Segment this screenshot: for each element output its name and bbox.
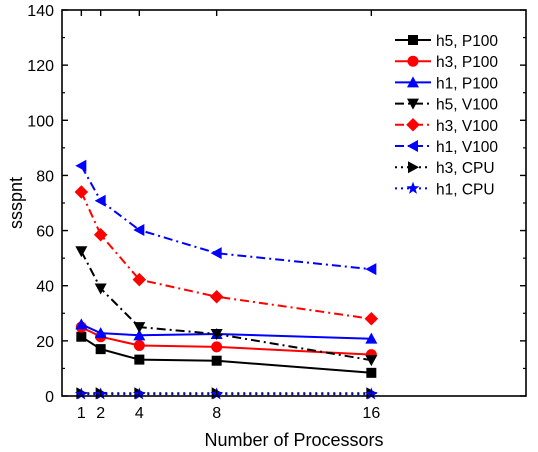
data-point: [95, 344, 106, 355]
legend-swatch-marker: [408, 161, 419, 174]
data-point: [209, 289, 224, 304]
y-tick-label: 80: [36, 168, 54, 185]
x-axis-label: Number of Processors: [204, 430, 383, 450]
legend-entry: h1, CPU: [395, 181, 495, 198]
y-axis-label: ssspnt: [6, 177, 26, 229]
series-line: [80, 326, 372, 356]
data-point: [75, 246, 88, 258]
data-point: [365, 355, 378, 367]
series-line: [80, 191, 372, 320]
data-point: [94, 283, 107, 295]
data-point: [210, 328, 223, 340]
legend-label: h5, V100: [436, 97, 498, 114]
legend: h5, P100 h3, P100 h1, P100 h5, V100 h3, V100…: [395, 33, 498, 198]
x-axis-ticks: 1 2 4 8 16: [77, 10, 380, 422]
data-point: [76, 331, 87, 342]
x-tick-label: 1: [77, 405, 86, 422]
data-point: [210, 247, 222, 260]
axes-layer: 0 20 40 60 80 100 120 140 1 2 4 8 16 Number of Proc…: [6, 3, 527, 450]
legend-swatch-marker: [407, 76, 419, 88]
data-point: [133, 329, 146, 341]
data-point: [94, 194, 106, 207]
data-point: [74, 185, 89, 199]
x-tick-label: 2: [96, 405, 105, 422]
series-5: [75, 159, 377, 276]
series-4: [74, 185, 379, 326]
legend-entry: h3, CPU: [395, 160, 495, 177]
x-tick-label: 8: [212, 405, 221, 422]
legend-label: h3, V100: [436, 118, 498, 135]
data-point: [365, 332, 378, 344]
series-7: [74, 387, 378, 400]
x-tick-label: 16: [362, 405, 380, 422]
legend-swatch-marker: [408, 35, 418, 45]
legend-label: h1, V100: [436, 139, 498, 156]
y-tick-label: 60: [36, 224, 54, 241]
data-point: [133, 340, 145, 352]
legend-label: h1, P100: [436, 75, 498, 92]
y-tick-label: 40: [36, 279, 54, 296]
data-point: [94, 327, 107, 339]
data-point: [93, 227, 108, 242]
y-tick-label: 0: [45, 389, 54, 406]
legend-swatch-marker: [406, 118, 420, 132]
series-3: [75, 246, 378, 367]
data-point: [75, 318, 88, 330]
y-axis-ticks: 0 20 40 60 80 100 120 140: [27, 3, 526, 406]
plot-layer: [74, 159, 379, 400]
data-point: [365, 263, 377, 276]
legend-label: h3, P100: [436, 54, 498, 71]
legend-swatch-marker: [407, 98, 419, 110]
legend-swatch-marker: [406, 181, 420, 194]
legend-swatch-marker: [407, 55, 419, 67]
data-point: [364, 312, 379, 326]
y-tick-label: 20: [36, 334, 54, 351]
data-point: [133, 224, 145, 237]
legend-label: h5, P100: [436, 33, 498, 50]
legend-swatch-marker: [407, 140, 418, 152]
data-point: [211, 355, 222, 366]
series-line: [80, 250, 372, 362]
legend-entry: h3, V100: [395, 118, 498, 135]
data-point: [366, 367, 377, 378]
data-point: [133, 322, 146, 334]
legend-entry: h5, P100: [395, 33, 498, 50]
series-2: [75, 318, 378, 344]
legend-entry: h3, P100: [395, 54, 498, 71]
y-tick-label: 120: [27, 58, 54, 75]
y-tick-label: 100: [27, 113, 54, 130]
legend-label: h1, CPU: [436, 181, 495, 198]
series-0: [76, 331, 377, 378]
data-point: [134, 354, 145, 365]
data-point: [211, 341, 223, 353]
y-tick-label: 140: [27, 3, 54, 20]
data-point: [132, 272, 147, 287]
x-tick-label: 4: [135, 405, 144, 422]
series-line: [80, 165, 372, 271]
legend-label: h3, CPU: [436, 160, 495, 177]
legend-entry: h5, V100: [395, 97, 498, 114]
legend-entry: h1, V100: [395, 139, 498, 156]
legend-entry: h1, P100: [395, 75, 498, 92]
data-point: [75, 159, 87, 172]
